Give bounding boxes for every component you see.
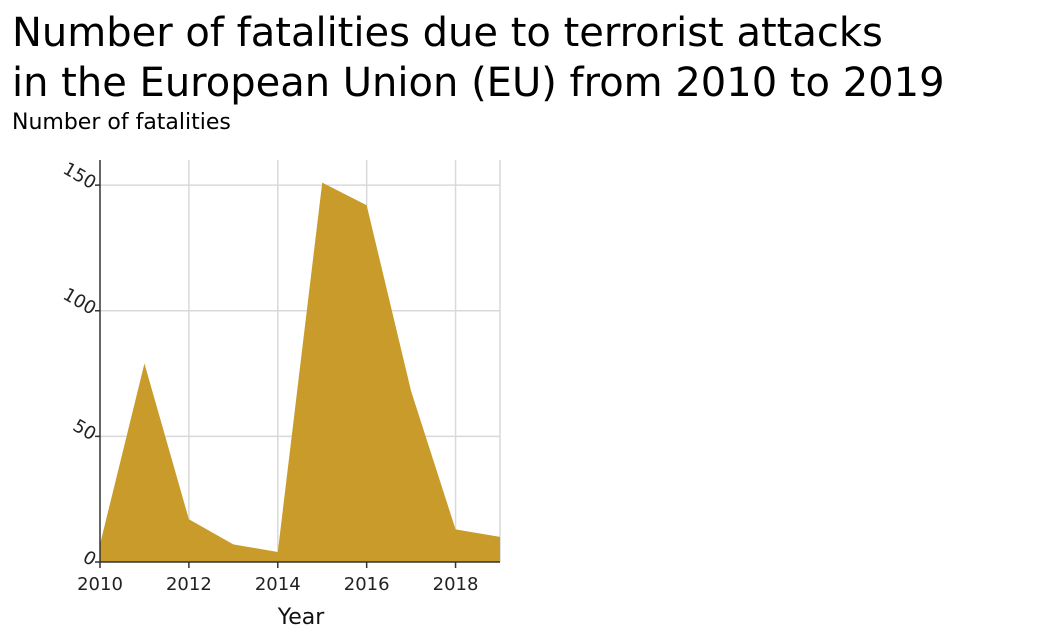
x-tick-label-2018: 2018 [433, 574, 479, 595]
area-layer [100, 182, 500, 563]
y-tick-label-100: 100 [59, 284, 99, 319]
area-series [100, 182, 500, 563]
x-tick-label-2012: 2012 [166, 574, 212, 595]
y-tick-label-50: 50 [69, 415, 99, 445]
chart-title-line-1: Number of fatalities due to terrorist at… [12, 10, 883, 56]
axis-layer [95, 160, 500, 568]
x-tick-label-2014: 2014 [255, 574, 301, 595]
y-tick-label-0: 0 [79, 547, 99, 571]
y-tick-label-150: 150 [59, 158, 99, 193]
x-axis-title: Year [277, 605, 326, 630]
chart-title: Number of fatalities due to terrorist at… [12, 8, 1042, 108]
x-tick-label-2010: 2010 [77, 574, 123, 595]
y-axis-title: Number of fatalities [12, 110, 231, 135]
chart-title-line-2: in the European Union (EU) from 2010 to … [12, 60, 945, 106]
x-tick-label-2016: 2016 [344, 574, 390, 595]
grid-layer [100, 160, 501, 562]
